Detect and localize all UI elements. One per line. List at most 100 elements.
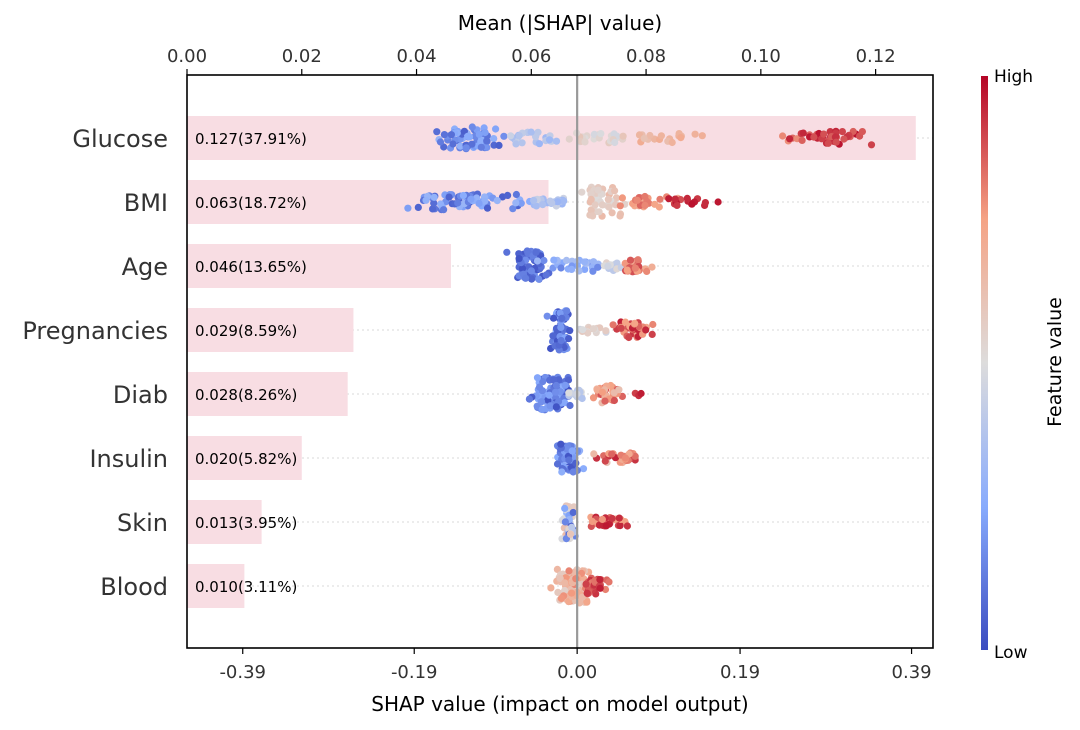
shap-point: [493, 197, 501, 205]
shap-point: [547, 584, 555, 592]
shap-point: [673, 201, 681, 209]
shap-point: [610, 389, 618, 397]
shap-point: [565, 567, 573, 575]
shap-point: [490, 135, 498, 143]
shap-point: [562, 256, 571, 264]
shap-point: [481, 197, 489, 205]
bottom-tick-label: -0.19: [391, 662, 438, 683]
feature-label-diab: Diab: [113, 381, 168, 409]
colorbar-title: Feature value: [1044, 297, 1066, 427]
shap-point: [608, 209, 616, 217]
shap-point: [657, 132, 666, 140]
shap-point: [609, 321, 617, 329]
shap-point: [631, 319, 639, 327]
bar-value-label: 0.028(8.26%): [195, 386, 297, 404]
shap-point: [587, 206, 595, 214]
shap-point: [557, 323, 565, 331]
shap-point: [590, 130, 598, 138]
shap-point: [555, 376, 563, 384]
shap-point: [581, 265, 589, 273]
top-tick-label: 0.00: [167, 46, 207, 67]
shap-point: [598, 388, 607, 396]
shap-point: [671, 195, 679, 203]
shap-point: [495, 141, 503, 149]
shap-point: [840, 135, 848, 143]
shap-point: [590, 450, 598, 458]
shap-point: [464, 132, 472, 140]
bottom-tick-label: 0.39: [892, 662, 932, 683]
shap-point: [651, 200, 659, 208]
shap-point: [436, 138, 445, 146]
shap-point: [668, 138, 676, 147]
shap-point: [552, 388, 560, 396]
shap-point: [698, 132, 706, 140]
feature-label-age: Age: [122, 253, 168, 281]
shap-point: [475, 199, 483, 207]
feature-label-skin: Skin: [117, 509, 168, 537]
shap-point: [616, 202, 624, 210]
shap-point: [538, 405, 546, 414]
shap-point: [517, 199, 525, 207]
bar-value-label: 0.063(18.72%): [195, 194, 307, 212]
shap-point: [580, 258, 589, 266]
shap-point: [459, 191, 467, 200]
shap-point: [581, 138, 589, 146]
shap-point: [595, 208, 603, 216]
shap-point: [583, 589, 591, 597]
top-tick-label: 0.08: [626, 46, 666, 67]
shap-point: [637, 389, 645, 398]
shap-point: [564, 376, 573, 384]
shap-point: [542, 271, 550, 279]
importance-bar-age: [187, 244, 451, 288]
shap-point: [549, 332, 557, 340]
shap-point: [589, 212, 597, 220]
shap-point: [483, 204, 492, 212]
shap-point: [557, 440, 565, 448]
shap-point: [404, 204, 412, 212]
shap-point: [589, 394, 598, 402]
shap-point: [533, 374, 542, 382]
shap-point: [584, 329, 592, 337]
shap-point: [475, 130, 483, 138]
shap-point: [649, 320, 657, 329]
shap-point: [539, 201, 547, 209]
shap-point: [492, 125, 500, 133]
shap-point: [616, 212, 624, 220]
shap-point: [618, 194, 627, 202]
bottom-tick-label: 0.00: [557, 662, 597, 683]
shap-point: [820, 130, 828, 138]
shap-point: [522, 274, 530, 282]
shap-point: [677, 134, 685, 142]
shap-point: [578, 188, 586, 196]
shap-point: [579, 465, 588, 473]
top-axis-ticks: 0.00 0.02 0.04 0.06 0.08 0.10 0.12: [167, 46, 896, 75]
shap-point: [477, 137, 485, 145]
shap-point: [594, 186, 602, 194]
bottom-tick-label: 0.19: [720, 662, 760, 683]
importance-bar-pregnancies: [187, 308, 354, 352]
feature-label-insulin: Insulin: [89, 445, 168, 473]
shap-point: [568, 523, 576, 531]
shap-point: [539, 378, 547, 386]
shap-point: [515, 255, 523, 263]
shap-point: [633, 196, 641, 204]
shap-point: [530, 196, 538, 204]
shap-point: [545, 391, 553, 399]
shap-point: [568, 265, 576, 273]
shap-point: [611, 138, 619, 147]
shap-point: [557, 336, 565, 345]
shap-point: [714, 198, 722, 206]
shap-point: [615, 514, 623, 522]
shap-point: [642, 326, 650, 334]
bottom-tick-label: -0.39: [219, 662, 266, 683]
shap-point: [503, 248, 511, 256]
shap-point: [665, 195, 673, 203]
shap-point: [594, 263, 602, 271]
bars: [187, 116, 916, 608]
shap-point: [799, 129, 807, 137]
shap-point: [468, 140, 476, 148]
shap-point: [532, 248, 540, 256]
shap-point: [558, 468, 566, 476]
bar-value-label: 0.020(5.82%): [195, 450, 297, 468]
